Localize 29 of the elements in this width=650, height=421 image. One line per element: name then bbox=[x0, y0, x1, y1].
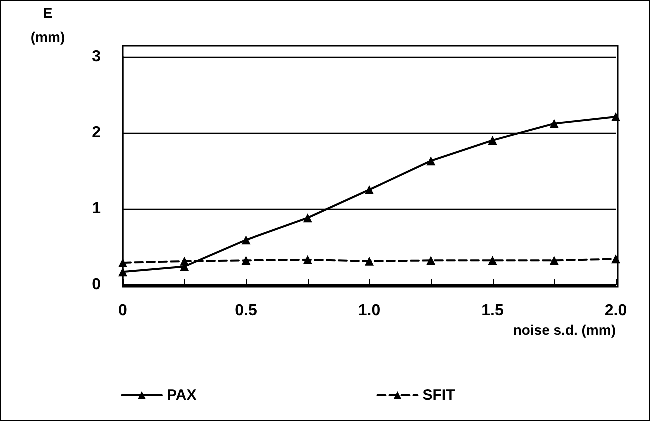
point bbox=[365, 256, 374, 266]
point bbox=[550, 256, 559, 266]
point bbox=[303, 214, 312, 223]
point bbox=[242, 236, 251, 245]
point bbox=[612, 112, 620, 122]
point bbox=[488, 136, 498, 146]
y-tick-label: 3 bbox=[92, 48, 102, 66]
x-tick-label: 0.5 bbox=[235, 302, 258, 320]
x-tick-label: 2.0 bbox=[604, 302, 628, 320]
point bbox=[488, 256, 498, 266]
x-tick-label: 0 bbox=[118, 302, 128, 320]
legend-label: SFIT bbox=[422, 387, 456, 404]
point bbox=[242, 256, 251, 266]
y-axis-title: E (mm) bbox=[30, 5, 66, 45]
point bbox=[426, 156, 436, 166]
point bbox=[365, 185, 374, 194]
y-tick-label: 1 bbox=[92, 200, 102, 218]
point bbox=[303, 255, 312, 264]
x-axis-title: noise s.d. (mm) bbox=[513, 322, 616, 338]
point bbox=[426, 256, 436, 266]
point bbox=[550, 119, 559, 128]
point bbox=[118, 268, 128, 277]
x-tick-label: 1.0 bbox=[358, 302, 381, 320]
point bbox=[612, 254, 620, 264]
legend-label: PAX bbox=[167, 387, 197, 404]
point bbox=[180, 256, 190, 266]
y-tick-label: 2 bbox=[92, 124, 102, 142]
y-tick-label: 0 bbox=[92, 276, 102, 294]
x-tick-label: 1.5 bbox=[482, 302, 504, 320]
